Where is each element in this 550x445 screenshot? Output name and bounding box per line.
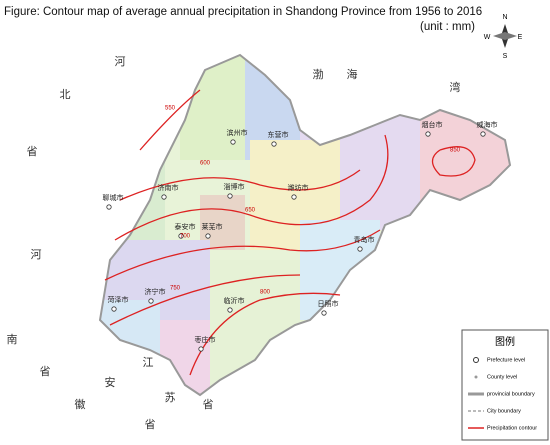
city-label: 青岛市	[354, 235, 375, 244]
contours	[104, 89, 476, 376]
city-label: 日照市	[318, 299, 339, 308]
region-label: 湾	[450, 80, 461, 94]
legend-symbol	[474, 375, 478, 379]
title: Figure: Contour map of average annual pr…	[4, 6, 482, 18]
legend-label: City boundary	[487, 408, 521, 414]
city-marker	[161, 194, 167, 200]
legend-label: County level	[487, 374, 517, 380]
contour-line	[189, 292, 341, 376]
city-marker	[148, 298, 154, 304]
city-label: 烟台市	[422, 120, 443, 129]
contour-line	[114, 134, 389, 241]
province-boundary	[98, 53, 512, 397]
city-marker	[291, 194, 297, 200]
compass	[493, 24, 517, 48]
city-marker	[425, 131, 431, 137]
contour-label: 700	[180, 234, 191, 240]
city-label: 淄博市	[224, 182, 245, 191]
contour-label: 550	[165, 106, 176, 112]
region-label: 省	[203, 398, 214, 411]
city-marker	[111, 306, 117, 312]
city-label: 菏泽市	[108, 295, 129, 304]
city-label: 东营市	[268, 130, 289, 139]
compass-label: N	[502, 14, 507, 21]
city-label: 济宁市	[145, 287, 166, 296]
city-marker	[227, 307, 233, 313]
city-marker	[178, 233, 184, 239]
region-label: 北	[60, 88, 71, 101]
contour-label: 850	[450, 148, 461, 154]
compass-label: E	[518, 34, 523, 41]
region-label: 河	[115, 55, 126, 68]
compass-label: W	[484, 34, 491, 41]
contour-label: 750	[170, 286, 181, 292]
city-label: 聊城市	[103, 193, 124, 202]
city-label: 威海市	[477, 120, 498, 129]
contour-label: 650	[245, 208, 256, 214]
legend-label: Prefecture level	[487, 357, 525, 363]
region-label: 渤	[313, 68, 324, 81]
city-marker	[480, 131, 486, 137]
region-label: 苏	[165, 391, 176, 404]
contour-line	[431, 146, 476, 177]
region-label: 河	[31, 248, 42, 261]
unit: (unit : mm)	[420, 21, 475, 33]
contour-line	[119, 169, 361, 201]
city-label: 莱芜市	[202, 222, 223, 231]
region-label: 徽	[75, 397, 86, 411]
region-label: 省	[27, 145, 38, 158]
city-regions	[100, 55, 510, 395]
city-marker	[205, 233, 211, 239]
city-label: 临沂市	[224, 296, 245, 305]
legend-title: 图例	[495, 335, 515, 348]
region-label: 省	[145, 418, 156, 431]
region-label: 南	[7, 333, 18, 346]
legend-label: Precipitation contour	[487, 425, 537, 431]
city-label: 滨州市	[227, 128, 248, 137]
region-label: 安	[105, 375, 116, 389]
city-marker	[271, 141, 277, 147]
contour-line	[104, 229, 381, 281]
contour-label: 800	[260, 290, 271, 296]
legend-box	[461, 329, 549, 441]
region-label: 海	[347, 67, 358, 81]
contour-line	[139, 89, 201, 151]
city-marker	[230, 139, 236, 145]
city-marker	[321, 310, 327, 316]
city-marker	[198, 346, 204, 352]
compass-label: S	[503, 53, 508, 60]
region-label: 省	[40, 365, 51, 378]
city-marker	[106, 204, 112, 210]
legend-label: provincial boundary	[487, 391, 535, 397]
city-label: 潍坊市	[288, 183, 309, 192]
contour-label: 600	[200, 161, 211, 167]
city-marker	[357, 246, 363, 252]
city-label: 济南市	[158, 183, 179, 192]
region-label: 江	[143, 356, 154, 369]
city-marker	[227, 193, 233, 199]
city-label: 枣庄市	[195, 335, 216, 344]
contour-line	[109, 274, 301, 326]
legend-symbol	[473, 357, 479, 363]
city-label: 泰安市	[175, 222, 196, 231]
